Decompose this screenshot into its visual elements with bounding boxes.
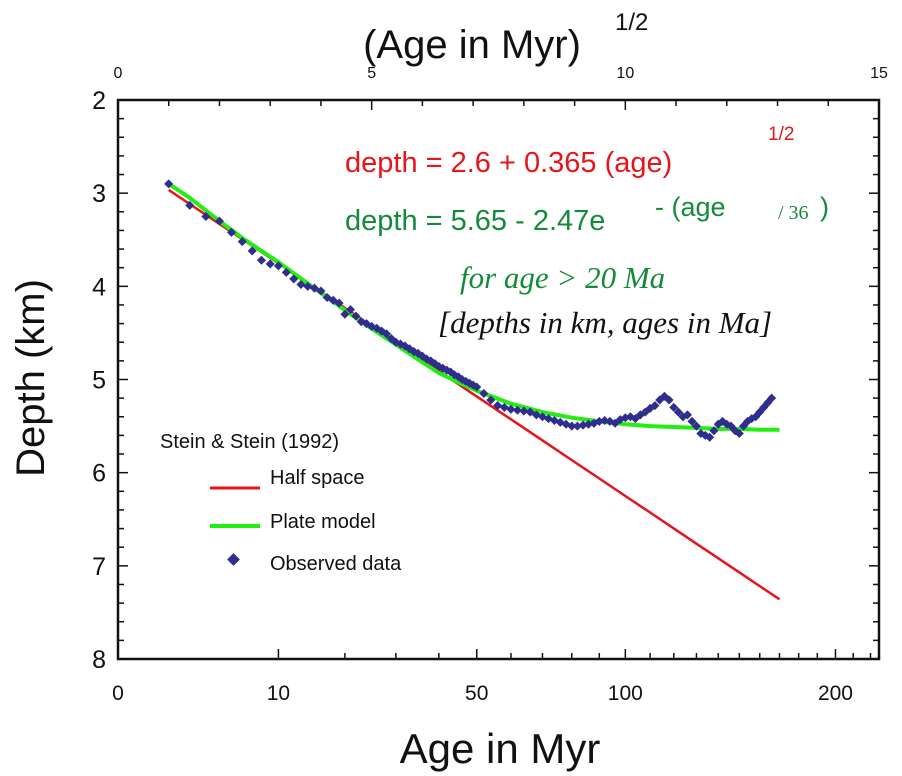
plate-equation-divisor: / 36 <box>778 202 809 224</box>
legend-label-observed: Observed data <box>270 553 402 575</box>
legend-label-half-space: Half space <box>270 467 365 489</box>
legend-label-plate-model: Plate model <box>270 511 376 533</box>
observed-data-point <box>281 267 291 277</box>
observed-data-point <box>567 421 577 431</box>
top-axis-title-exponent: 1/2 <box>615 9 648 36</box>
observed-data-point <box>214 216 224 226</box>
plate-equation-text: depth = 5.65 - 2.47e <box>345 205 605 237</box>
bottom-axis-tick-label: 0 <box>112 682 124 705</box>
plate-equation: depth = 5.65 - 2.47e - (age / 36 ) <box>345 192 829 237</box>
observed-data-point <box>583 419 593 429</box>
observed-data-point <box>767 393 777 403</box>
observed-data-point <box>381 329 391 339</box>
legend-marker-observed <box>227 553 240 566</box>
observed-data-point <box>519 406 529 416</box>
bottom-axis-title: Age in Myr <box>400 725 601 772</box>
y-axis-tick-label: 2 <box>92 87 106 115</box>
observed-data-point <box>472 382 482 392</box>
observed-data-point <box>273 261 283 271</box>
plate-equation-close: ) <box>820 192 829 222</box>
observed-data-point <box>256 255 266 265</box>
y-axis-tick-label: 5 <box>92 367 106 395</box>
y-axis-tick-label: 3 <box>92 180 106 208</box>
age-condition-note: for age > 20 Ma <box>460 260 665 295</box>
observed-data-point <box>486 395 496 405</box>
observed-data-point <box>479 388 489 399</box>
plate-equation-exponent: - (age <box>655 192 726 222</box>
observed-data-point <box>734 428 744 439</box>
half-space-equation-text: depth = 2.6 + 0.365 (age) <box>345 147 672 179</box>
observed-data-point <box>687 416 697 426</box>
bottom-axis-tick-label: 10 <box>267 682 290 705</box>
bottom-axis-tick-label: 200 <box>818 682 853 705</box>
observed-data-point <box>289 274 299 284</box>
top-axis-tick-label: 10 <box>616 65 634 82</box>
y-axis-tick-label: 4 <box>92 273 106 301</box>
series-line-plate-model <box>167 182 780 432</box>
observed-data-point <box>334 298 344 308</box>
top-axis-tick-label: 5 <box>367 65 376 82</box>
y-axis-title: Depth (km) <box>9 279 53 477</box>
observed-data-point <box>493 401 503 411</box>
observed-data-point <box>340 309 350 319</box>
observed-data-point <box>506 404 516 414</box>
top-axis-title: (Age in Myr) <box>363 23 581 67</box>
half-space-equation-exponent: 1/2 <box>768 124 794 145</box>
y-axis-tick-label: 6 <box>92 460 106 488</box>
observed-data-point <box>345 305 356 315</box>
data-marks <box>164 179 781 601</box>
observed-data-point <box>303 281 313 291</box>
units-note: [depths in km, ages in Ma] <box>438 305 772 340</box>
top-axis-tick-label: 0 <box>114 65 123 82</box>
half-space-equation: depth = 2.6 + 0.365 (age) 1/2 <box>345 124 794 179</box>
y-axis-tick-label: 7 <box>92 553 106 581</box>
plot-frame <box>116 98 881 661</box>
observed-data-point <box>572 421 582 431</box>
bottom-axis-tick-label: 50 <box>465 682 488 705</box>
observed-data-point <box>185 200 195 210</box>
legend-title: Stein & Stein (1992) <box>160 431 339 453</box>
bottom-axis-tick-label: 100 <box>608 682 643 705</box>
top-axis-tick-label: 15 <box>870 65 888 82</box>
y-axis-tick-label: 8 <box>92 646 106 674</box>
observed-data-point <box>669 402 679 412</box>
axis-ticks: 0 5 10 15 0 10 50 100 200 2 3 4 5 6 7 8 <box>92 65 888 705</box>
observed-data-point <box>705 432 715 442</box>
observed-data-point <box>682 410 693 420</box>
observed-data-point <box>351 311 361 321</box>
legend: Stein & Stein (1992) Half space Plate mo… <box>160 431 402 575</box>
